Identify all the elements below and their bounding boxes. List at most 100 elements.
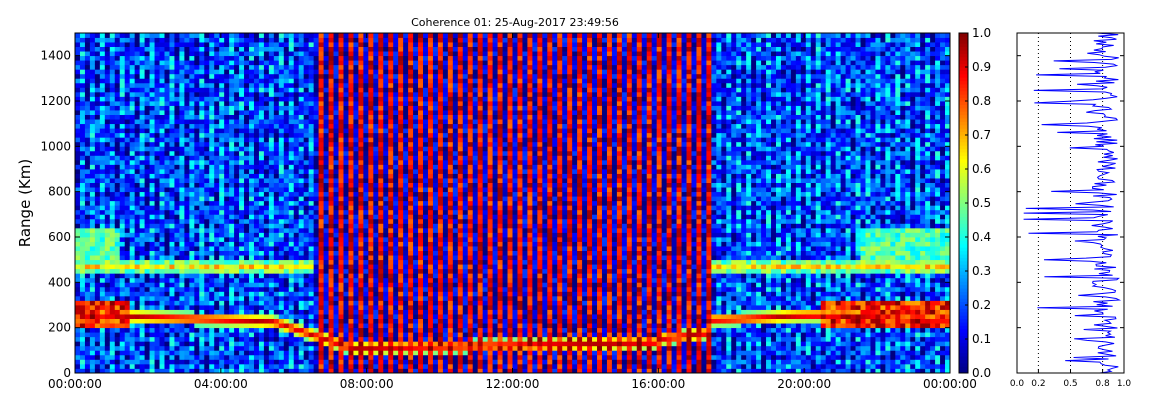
- heatmap-cell: [134, 314, 141, 319]
- heatmap-cell: [338, 196, 344, 202]
- heatmap-cell: [149, 146, 155, 152]
- heatmap-cell: [209, 178, 215, 183]
- heatmap-cell: [308, 363, 315, 369]
- heatmap-cell: [283, 209, 290, 215]
- heatmap-cell: [109, 123, 116, 129]
- heatmap-cell: [75, 128, 81, 134]
- heatmap-cell: [388, 359, 394, 365]
- heatmap-cell: [224, 350, 230, 356]
- heatmap-cell: [333, 141, 339, 147]
- heatmap-cell: [249, 164, 255, 170]
- heatmap-cell: [268, 178, 275, 183]
- heatmap-cell: [244, 150, 250, 156]
- heatmap-cell: [373, 309, 379, 315]
- heatmap-cell: [229, 69, 235, 75]
- heatmap-cell: [368, 241, 374, 247]
- heatmap-cell: [124, 173, 131, 179]
- heatmap-cell: [204, 73, 210, 79]
- heatmap-cell: [224, 114, 230, 120]
- heatmap-cell: [298, 363, 305, 369]
- heatmap-cell: [283, 82, 290, 88]
- heatmap-cell: [244, 191, 250, 197]
- heatmap-cell: [169, 237, 175, 242]
- heatmap-cell: [109, 173, 116, 179]
- heatmap-cell: [353, 173, 359, 179]
- heatmap-cell: [129, 164, 136, 170]
- heatmap-cell: [199, 187, 205, 193]
- heatmap-cell: [333, 46, 339, 52]
- heatmap-cell: [328, 314, 334, 319]
- heatmap-cell: [119, 350, 126, 356]
- heatmap-cell: [214, 250, 220, 256]
- heatmap-cell: [79, 295, 86, 301]
- heatmap-cell: [109, 327, 116, 333]
- heatmap-cell: [174, 114, 180, 120]
- heatmap-cell: [313, 268, 320, 274]
- heatmap-cell: [273, 159, 280, 165]
- heatmap-cell: [398, 123, 404, 129]
- heatmap-cell: [189, 218, 195, 224]
- heatmap-cell: [229, 309, 235, 315]
- heatmap-cell: [109, 332, 116, 338]
- heatmap-cell: [393, 227, 399, 233]
- heatmap-cell: [224, 214, 230, 220]
- heatmap-cell: [353, 268, 359, 274]
- heatmap-cell: [139, 268, 145, 274]
- heatmap-cell: [99, 286, 106, 292]
- heatmap-cell: [318, 354, 324, 360]
- heatmap-cell: [214, 46, 220, 52]
- heatmap-cell: [263, 336, 270, 342]
- heatmap-cell: [348, 205, 354, 211]
- heatmap-cell: [383, 110, 389, 115]
- heatmap-cell: [358, 187, 364, 193]
- heatmap-cell: [139, 178, 145, 183]
- heatmap-cell: [209, 110, 215, 115]
- heatmap-cell: [308, 164, 315, 170]
- heatmap-cell: [219, 182, 225, 188]
- heatmap-cell: [378, 223, 384, 229]
- heatmap-cell: [348, 60, 354, 66]
- heatmap-cell: [318, 259, 324, 265]
- heatmap-cell: [84, 332, 91, 338]
- heatmap-cell: [343, 137, 349, 143]
- heatmap-cell: [388, 309, 394, 315]
- heatmap-cell: [99, 237, 106, 242]
- heatmap-cell: [184, 246, 190, 251]
- heatmap-cell: [244, 132, 250, 138]
- heatmap-cell: [184, 33, 190, 38]
- heatmap-cell: [358, 119, 364, 125]
- heatmap-cell: [129, 87, 136, 93]
- heatmap-cell: [373, 187, 379, 193]
- heatmap-cell: [214, 110, 220, 115]
- heatmap-cell: [378, 51, 384, 57]
- heatmap-cell: [253, 87, 260, 93]
- heatmap-cell: [278, 69, 285, 75]
- heatmap-cell: [363, 73, 369, 79]
- heatmap-cell: [393, 110, 399, 115]
- heatmap-cell: [79, 305, 86, 310]
- heatmap-cell: [139, 341, 145, 347]
- heatmap-cell: [298, 332, 305, 338]
- heatmap-cell: [154, 214, 160, 220]
- heatmap-cell: [124, 37, 131, 43]
- heatmap-cell: [84, 359, 91, 365]
- heatmap-cell: [164, 123, 170, 129]
- heatmap-cell: [149, 214, 155, 220]
- heatmap-cell: [343, 64, 349, 70]
- heatmap-cell: [403, 309, 409, 315]
- heatmap-cell: [104, 155, 111, 161]
- heatmap-cell: [75, 137, 81, 143]
- heatmap-cell: [293, 119, 300, 125]
- heatmap-cell: [343, 82, 349, 88]
- heatmap-cell: [84, 282, 91, 288]
- heatmap-cell: [234, 128, 240, 134]
- heatmap-cell: [288, 291, 295, 297]
- heatmap-cell: [378, 314, 384, 319]
- heatmap-cell: [209, 164, 215, 170]
- heatmap-cell: [249, 350, 255, 356]
- heatmap-cell: [283, 64, 290, 70]
- heatmap-cell: [263, 60, 270, 66]
- heatmap-cell: [323, 42, 329, 47]
- heatmap-cell: [114, 241, 121, 247]
- heatmap-cell: [149, 33, 155, 38]
